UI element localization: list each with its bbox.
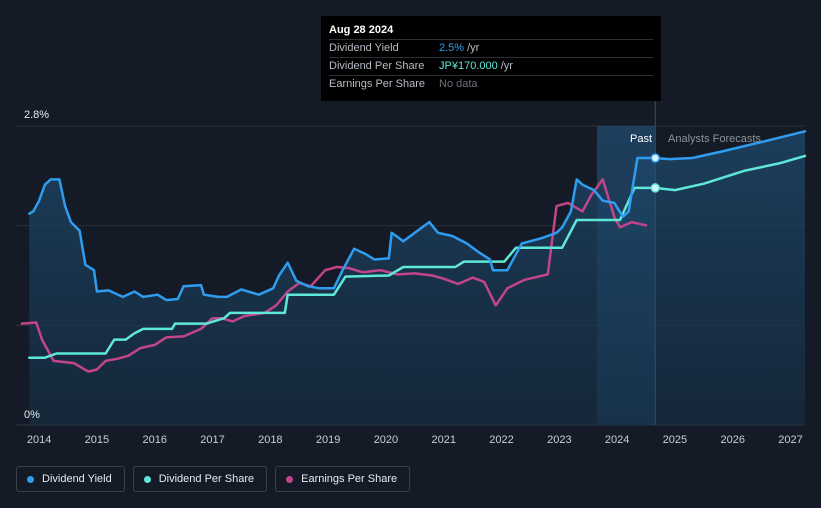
legend-item-dividend-per-share[interactable]: Dividend Per Share <box>132 466 268 492</box>
tooltip-label: Earnings Per Share <box>329 78 425 90</box>
legend-dot-icon <box>27 475 34 483</box>
current-date-markers <box>650 96 661 425</box>
tooltip-value: JP¥170.000 <box>439 60 498 72</box>
legend-label: Dividend Yield <box>42 473 112 485</box>
tooltip-row-earnings-per-share: Earnings Per Share No data <box>329 76 653 93</box>
tooltip-unit: /yr <box>500 60 513 72</box>
x-tick-2021: 2021 <box>431 434 455 446</box>
tooltip-row-dividend-yield: Dividend Yield 2.5% /yr <box>329 40 653 58</box>
past-label: Past <box>630 133 652 145</box>
dividend-per-share-marker <box>650 183 661 193</box>
x-tick-2026: 2026 <box>721 434 745 446</box>
x-tick-2017: 2017 <box>200 434 224 446</box>
dividend-yield-area <box>29 131 806 426</box>
tooltip-label: Dividend Yield <box>329 42 399 54</box>
x-tick-2022: 2022 <box>489 434 513 446</box>
tooltip-value: No data <box>439 78 478 90</box>
legend-item-dividend-yield[interactable]: Dividend Yield <box>16 466 125 492</box>
hover-tooltip: Aug 28 2024 Dividend Yield 2.5% /yr Divi… <box>321 16 661 101</box>
x-tick-2015: 2015 <box>85 434 109 446</box>
legend-dot-icon <box>286 475 294 483</box>
legend-dot-icon <box>143 475 151 483</box>
dividend-yield-line <box>28 130 807 302</box>
x-tick-2025: 2025 <box>663 434 687 446</box>
chart-legend: Dividend Yield Dividend Per Share Earnin… <box>16 466 411 492</box>
tooltip-row-dividend-per-share: Dividend Per Share JP¥170.000 /yr <box>329 58 653 76</box>
dividend-yield-marker <box>650 153 661 163</box>
dividend-per-share-line <box>28 154 807 359</box>
y-tick-top: 2.8% <box>24 109 49 121</box>
tooltip-value: 2.5% <box>439 42 465 54</box>
x-tick-2019: 2019 <box>316 434 340 446</box>
tooltip-date: Aug 28 2024 <box>329 22 653 40</box>
series-lines <box>20 130 807 373</box>
forecast-label: Analysts Forecasts <box>668 133 761 145</box>
x-tick-2024: 2024 <box>605 434 629 446</box>
legend-label: Earnings Per Share <box>301 473 398 485</box>
earnings-per-share-line <box>20 178 648 373</box>
x-tick-2027: 2027 <box>778 434 802 446</box>
legend-label: Dividend Per Share <box>158 473 255 485</box>
dividend-yield-area-fill <box>29 131 806 426</box>
y-tick-bottom: 0% <box>24 409 40 421</box>
x-tick-2016: 2016 <box>142 434 166 446</box>
x-axis-ticks: 2014 2015 2016 2017 2018 2019 2020 2021 2022 2023… <box>27 434 803 446</box>
legend-item-earnings-per-share[interactable]: Earnings Per Share <box>275 466 411 492</box>
x-tick-2018: 2018 <box>258 434 282 446</box>
x-tick-2014: 2014 <box>27 434 51 446</box>
x-tick-2023: 2023 <box>547 434 571 446</box>
tooltip-label: Dividend Per Share <box>329 60 425 72</box>
x-tick-2020: 2020 <box>374 434 398 446</box>
tooltip-unit: /yr <box>467 42 480 54</box>
